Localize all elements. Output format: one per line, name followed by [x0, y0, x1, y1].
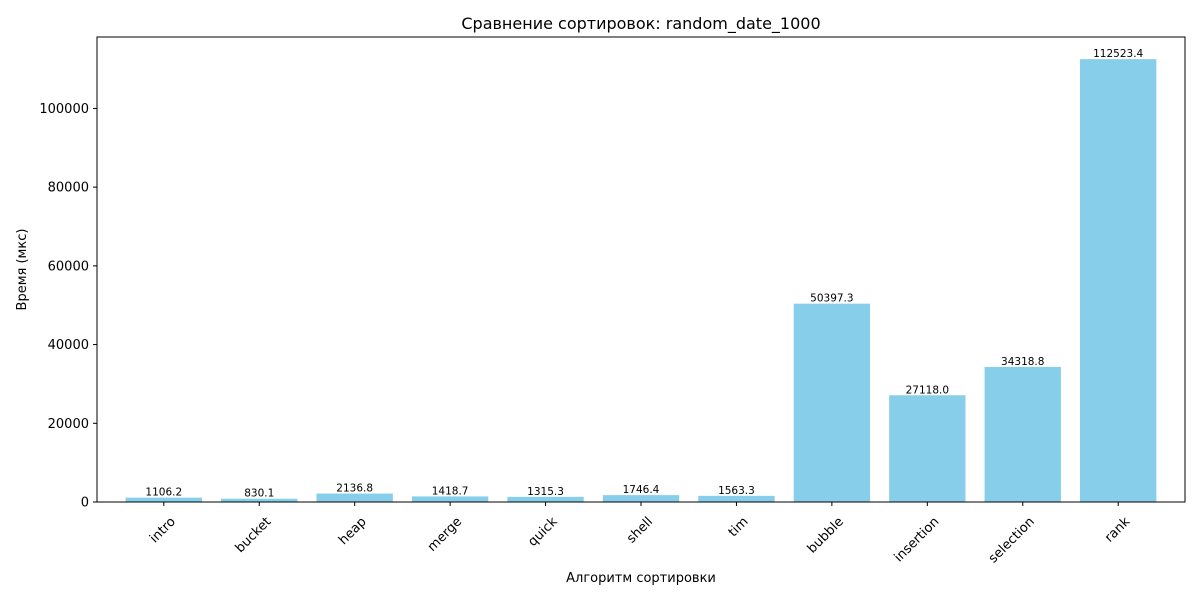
y-tick-label: 60000 — [48, 259, 89, 274]
x-axis: intro bucket heap merge quick shell tim bubble i… — [147, 502, 1134, 566]
x-tick-label: bucket — [233, 514, 275, 556]
bar-quick — [507, 496, 584, 502]
y-tick-label: 80000 — [48, 181, 89, 196]
bar-value-label: 50397.3 — [810, 293, 853, 305]
x-tick-label: quick — [525, 514, 561, 550]
x-axis-label: Алгоритм сортировки — [566, 571, 716, 586]
bar-value-label: 34318.8 — [1001, 356, 1044, 368]
bar-value-label: 1563.3 — [718, 485, 755, 497]
bar-intro — [125, 497, 202, 502]
bar-value-labels: 1106.2 830.1 2136.8 1418.7 1315.3 1746.4 1563.… — [145, 48, 1143, 500]
x-tick-label: tim — [726, 514, 752, 540]
x-tick-label: merge — [425, 514, 465, 554]
x-tick-label: shell — [624, 514, 656, 546]
bar-value-label: 27118.0 — [906, 384, 949, 396]
y-tick-label: 40000 — [48, 338, 89, 353]
bar-value-label: 2136.8 — [336, 483, 373, 495]
x-tick-label: heap — [336, 514, 370, 548]
y-tick-label: 0 — [81, 496, 89, 511]
bar-selection — [984, 366, 1061, 502]
y-axis: 0 20000 40000 60000 80000 100000 — [39, 102, 97, 511]
x-tick-label: bubble — [805, 514, 847, 556]
bar-value-label: 1746.4 — [623, 484, 660, 496]
bars-group — [125, 59, 1157, 503]
x-tick-label: insertion — [892, 514, 943, 565]
x-tick-label: selection — [986, 514, 1038, 566]
bar-value-label: 1418.7 — [432, 485, 469, 497]
bar-shell — [602, 495, 680, 502]
bar-value-label: 112523.4 — [1093, 48, 1143, 60]
bar-rank — [1080, 59, 1157, 503]
chart-title: Сравнение сортировок: random_date_1000 — [461, 14, 820, 34]
bar-tim — [698, 495, 775, 502]
bar-value-label: 1315.3 — [527, 486, 564, 498]
y-tick-label: 20000 — [48, 417, 89, 432]
bar-value-label: 830.1 — [244, 488, 274, 500]
bar-value-label: 1106.2 — [145, 487, 182, 499]
x-tick-label: intro — [147, 514, 179, 546]
y-axis-label: Время (мкс) — [15, 229, 30, 311]
x-tick-label: rank — [1102, 514, 1134, 546]
bar-insertion — [889, 395, 966, 502]
bar-bucket — [221, 498, 298, 502]
y-tick-label: 100000 — [39, 102, 89, 117]
bar-bubble — [793, 303, 871, 502]
bar-heap — [316, 493, 393, 502]
bar-merge — [411, 496, 489, 502]
plot-area: 1106.2 830.1 2136.8 1418.7 1315.3 1746.4 1563.… — [39, 36, 1186, 566]
